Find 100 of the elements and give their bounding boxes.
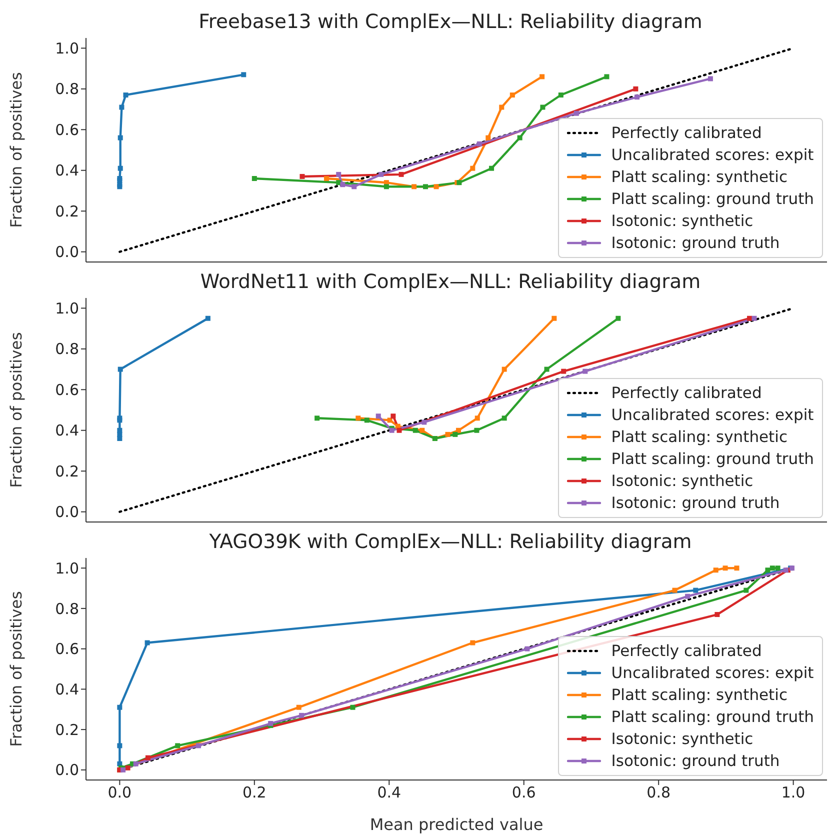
point bbox=[118, 166, 123, 171]
y-tick-label: 0.6 bbox=[55, 380, 79, 399]
point bbox=[470, 166, 476, 171]
point bbox=[378, 172, 384, 177]
x-axis-title: Mean predicted value bbox=[370, 815, 544, 834]
point bbox=[299, 712, 304, 718]
point bbox=[558, 92, 564, 98]
x-tick-label: 0.0 bbox=[108, 784, 132, 802]
point bbox=[510, 92, 515, 98]
legend-label: Isotonic: synthetic bbox=[611, 471, 754, 492]
point bbox=[396, 428, 402, 433]
point bbox=[552, 316, 557, 321]
point bbox=[119, 104, 124, 110]
point bbox=[423, 184, 428, 190]
point bbox=[300, 174, 305, 179]
point bbox=[422, 420, 427, 425]
point bbox=[770, 566, 775, 571]
point bbox=[144, 640, 150, 646]
point bbox=[722, 566, 728, 571]
legend-label: Platt scaling: ground truth bbox=[611, 707, 814, 728]
legend-label: Isotonic: ground truth bbox=[611, 233, 780, 254]
point bbox=[747, 316, 752, 321]
legend-label: Perfectly calibrated bbox=[611, 641, 762, 662]
point bbox=[340, 182, 346, 188]
y-tick-label: 0.0 bbox=[55, 503, 79, 522]
point bbox=[350, 704, 356, 710]
point bbox=[314, 416, 320, 421]
legend-label: Platt scaling: ground truth bbox=[611, 449, 814, 470]
point bbox=[540, 104, 546, 110]
legend-label: Isotonic: synthetic bbox=[611, 729, 754, 750]
point bbox=[714, 612, 720, 618]
point bbox=[117, 743, 122, 748]
point bbox=[502, 366, 507, 372]
y-axis-title: Fraction of positives bbox=[8, 591, 26, 747]
point bbox=[544, 366, 550, 372]
point bbox=[387, 418, 392, 423]
y-tick-label: 1.0 bbox=[55, 40, 79, 58]
y-axis-title: Fraction of positives bbox=[8, 72, 26, 228]
x-tick-label: 0.2 bbox=[242, 784, 266, 802]
y-tick-label: 1.0 bbox=[55, 300, 79, 318]
point bbox=[540, 74, 545, 80]
point bbox=[352, 184, 357, 190]
point bbox=[456, 428, 462, 433]
point bbox=[765, 568, 770, 573]
chart-title: Freebase13 with ComplEx—NLL: Reliability diagram bbox=[198, 10, 704, 33]
point bbox=[734, 566, 740, 571]
y-tick-label: 0.2 bbox=[55, 720, 79, 739]
y-tick-label: 0.2 bbox=[55, 202, 79, 220]
point bbox=[117, 704, 122, 710]
y-tick-label: 0.4 bbox=[55, 680, 79, 699]
point bbox=[434, 184, 439, 190]
point bbox=[474, 428, 480, 433]
legend-label: Isotonic: ground truth bbox=[611, 751, 780, 772]
point bbox=[752, 316, 757, 321]
point bbox=[775, 566, 780, 571]
point bbox=[476, 141, 482, 146]
y-tick-label: 0.8 bbox=[55, 600, 79, 618]
y-tick-label: 0.2 bbox=[55, 462, 79, 480]
point bbox=[133, 761, 138, 766]
y-tick-label: 0.0 bbox=[55, 243, 79, 262]
x-tick-label: 0.4 bbox=[377, 784, 402, 802]
point bbox=[412, 184, 417, 190]
point bbox=[713, 568, 718, 573]
point bbox=[499, 104, 504, 110]
point bbox=[376, 414, 381, 419]
y-tick-label: 1.0 bbox=[55, 559, 79, 578]
legend-label: Platt scaling: ground truth bbox=[611, 189, 814, 210]
point bbox=[672, 588, 678, 593]
y-tick-label: 0.8 bbox=[55, 80, 79, 98]
point bbox=[205, 316, 210, 321]
y-axis-title: Fraction of positives bbox=[8, 332, 26, 488]
chart-title: YAGO39K with ComplEx—NLL: Reliability diagram bbox=[208, 530, 693, 553]
point bbox=[445, 432, 450, 437]
point bbox=[486, 135, 491, 140]
x-tick-label: 0.8 bbox=[646, 784, 671, 802]
y-tick-label: 0.8 bbox=[55, 340, 79, 358]
point bbox=[125, 765, 130, 770]
point bbox=[398, 172, 404, 177]
point bbox=[502, 416, 507, 421]
legend-label: Uncalibrated scores: expit bbox=[611, 663, 814, 684]
chart-title: WordNet11 with ComplEx—NLL: Reliability diagram bbox=[199, 270, 702, 293]
point bbox=[196, 743, 201, 748]
point bbox=[744, 588, 749, 593]
point bbox=[123, 92, 128, 98]
y-tick-label: 0.4 bbox=[55, 422, 79, 440]
point bbox=[412, 428, 418, 433]
x-tick-label: 1.0 bbox=[781, 784, 806, 802]
point bbox=[634, 94, 640, 100]
point bbox=[470, 640, 476, 646]
point bbox=[117, 428, 122, 433]
point bbox=[356, 416, 361, 421]
point bbox=[582, 368, 588, 374]
point bbox=[364, 418, 370, 423]
legend-label: Platt scaling: synthetic bbox=[611, 685, 788, 706]
point bbox=[175, 743, 180, 748]
point bbox=[517, 135, 522, 140]
x-tick-label: 0.6 bbox=[512, 784, 536, 802]
point bbox=[633, 86, 638, 92]
legend-label: Platt scaling: synthetic bbox=[611, 167, 788, 188]
point bbox=[561, 368, 566, 374]
